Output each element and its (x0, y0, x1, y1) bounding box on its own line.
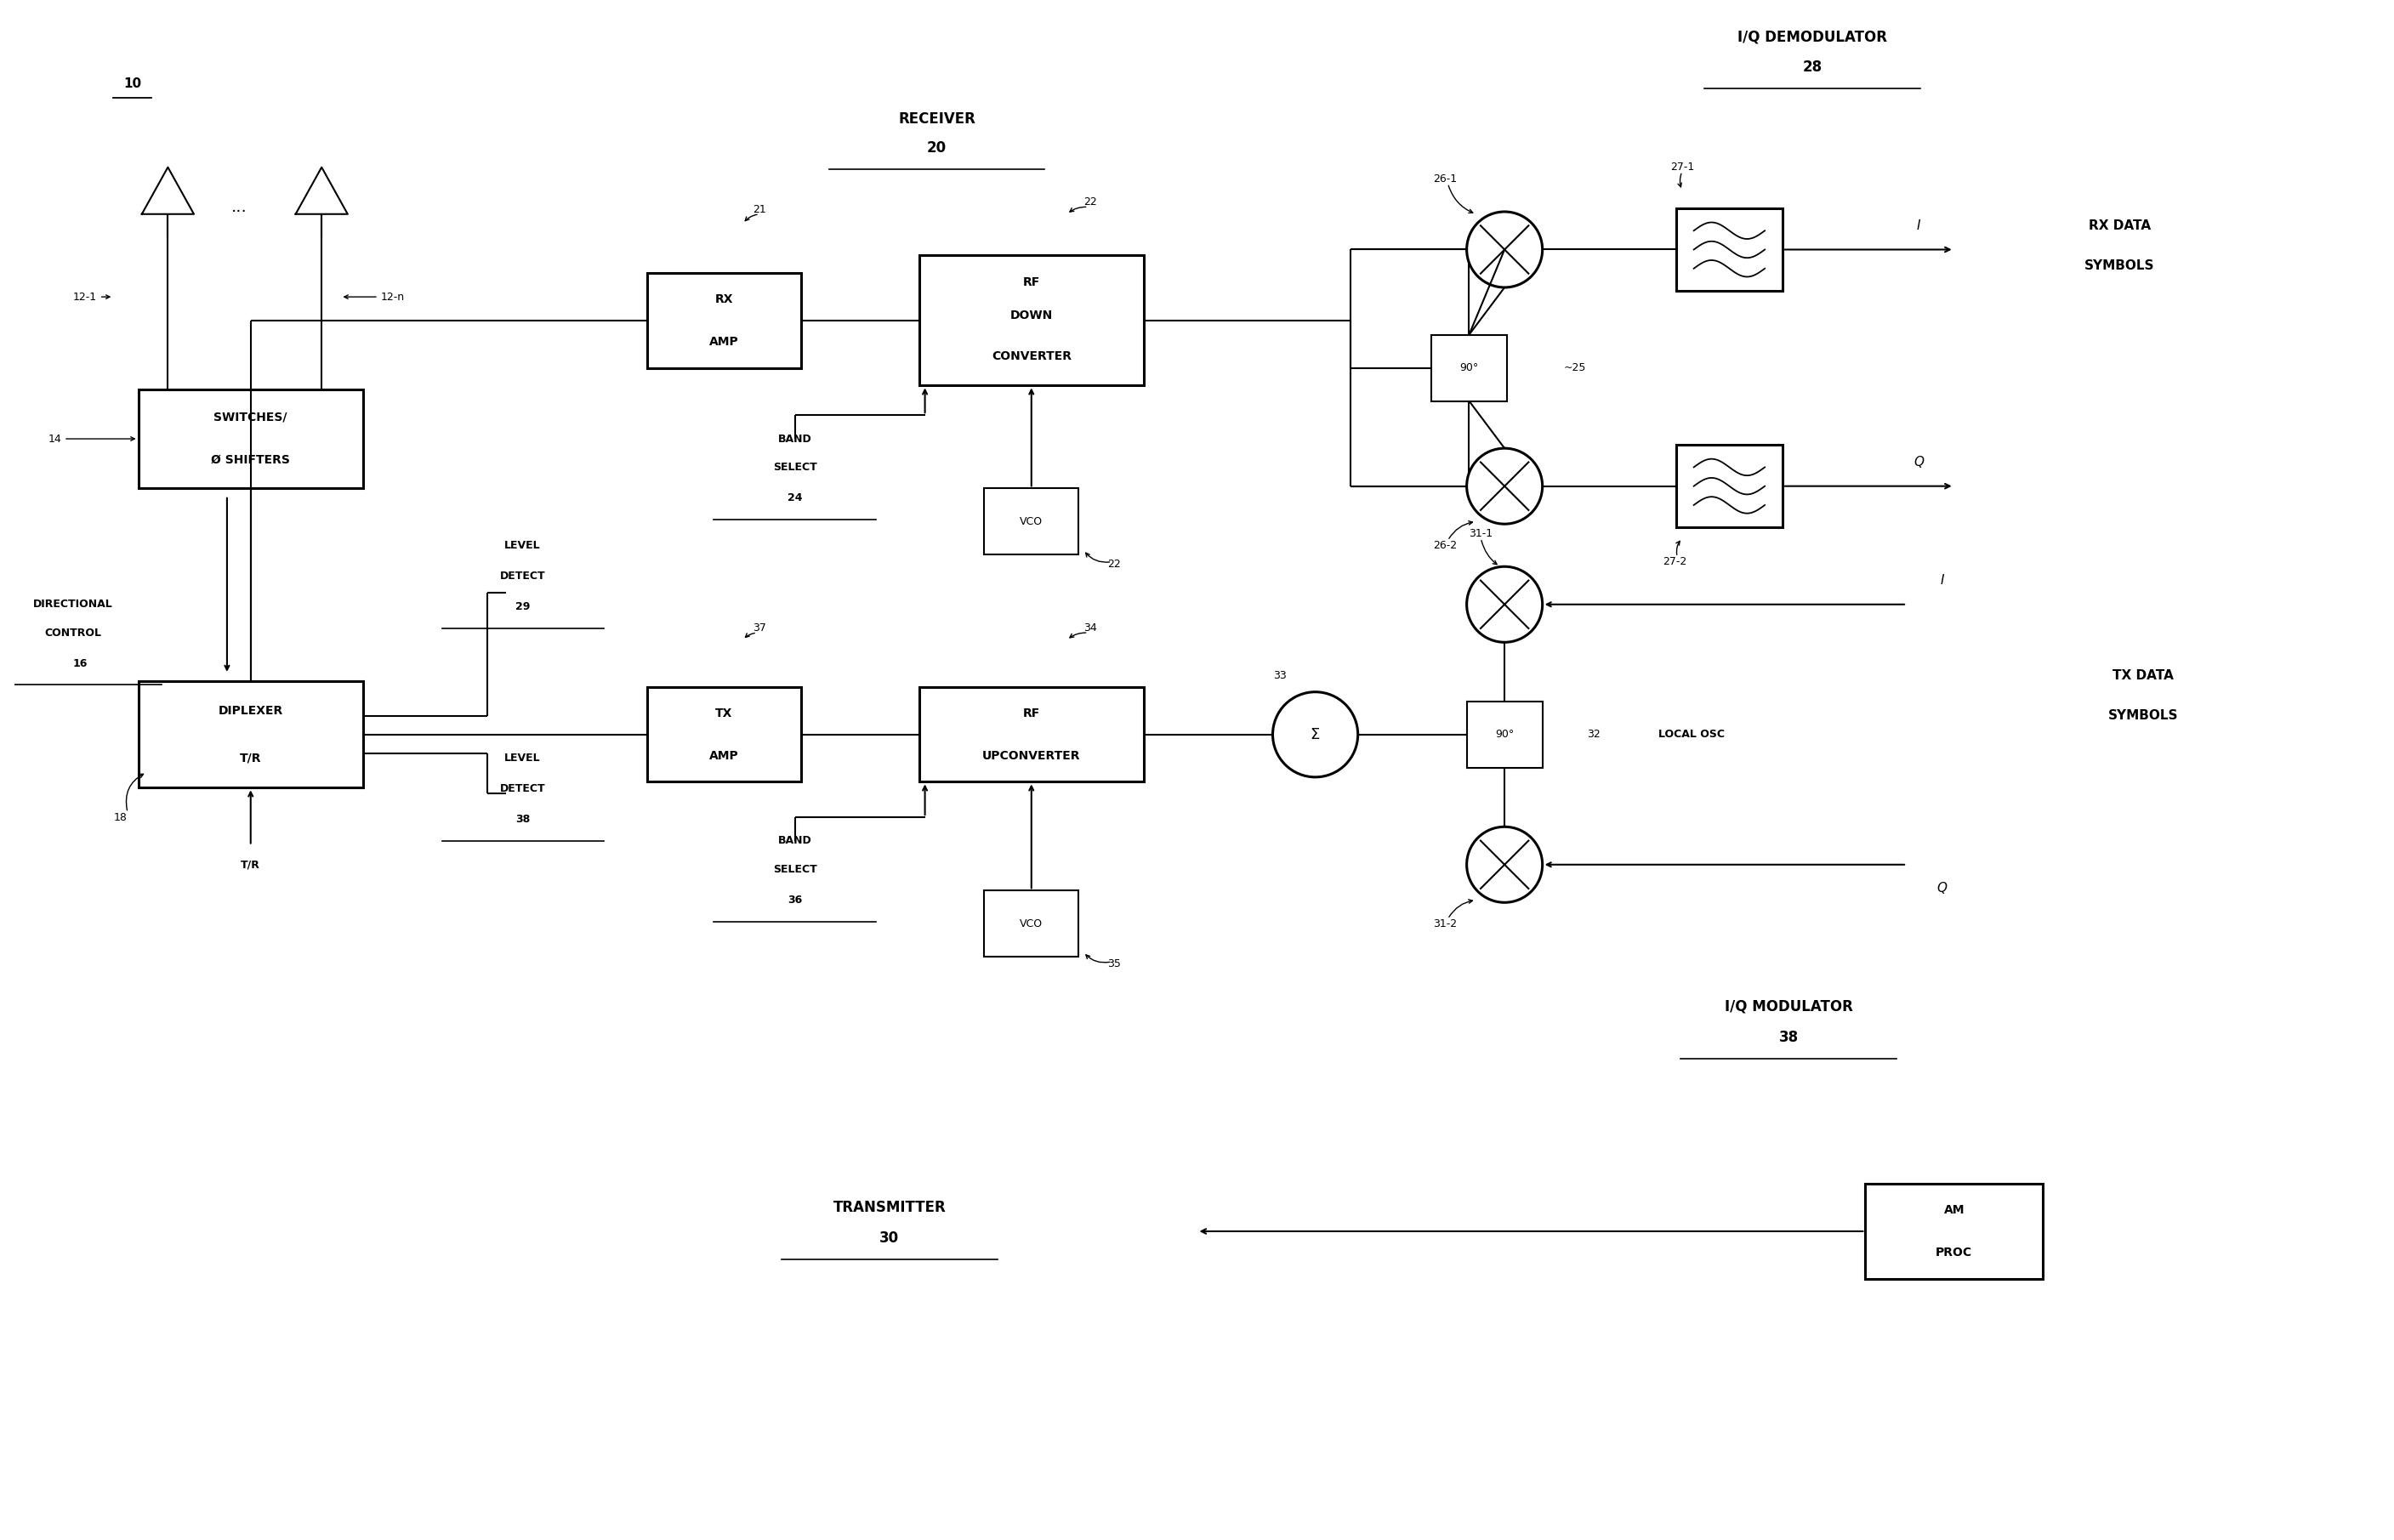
Text: UPCONVERTER: UPCONVERTER (982, 750, 1080, 762)
Text: 22: 22 (1108, 559, 1120, 570)
Bar (139, 681, 364, 788)
Text: 27-1: 27-1 (1671, 162, 1695, 172)
Text: 90°: 90° (1496, 728, 1513, 741)
Text: 26-2: 26-2 (1434, 539, 1458, 551)
Text: RF: RF (1022, 707, 1039, 719)
Text: DETECT: DETECT (500, 784, 546, 795)
Bar (984, 488, 1080, 554)
Text: Q: Q (1937, 882, 1946, 895)
Text: T/R: T/R (239, 752, 261, 764)
Text: 35: 35 (1108, 958, 1120, 970)
Text: 10: 10 (124, 77, 141, 91)
Text: SELECT: SELECT (773, 462, 816, 473)
Text: 20: 20 (926, 140, 946, 156)
Text: 29: 29 (515, 601, 529, 613)
Text: AMP: AMP (709, 750, 740, 762)
Text: TX: TX (716, 707, 733, 719)
Text: I: I (1918, 220, 1920, 233)
Text: T/R: T/R (242, 859, 261, 870)
Text: 24: 24 (788, 493, 802, 504)
Bar (1468, 701, 1542, 767)
Text: BAND: BAND (778, 433, 812, 445)
Text: 37: 37 (752, 622, 766, 633)
Text: VCO: VCO (1020, 918, 1044, 929)
Bar (1676, 445, 1784, 528)
Bar (1676, 208, 1784, 291)
Bar (646, 273, 800, 368)
Circle shape (1468, 567, 1542, 642)
Bar (1865, 1184, 2042, 1278)
Text: CONVERTER: CONVERTER (991, 350, 1073, 362)
Text: VCO: VCO (1020, 516, 1044, 527)
Text: 16: 16 (72, 658, 89, 668)
Text: PROC: PROC (1937, 1246, 1973, 1258)
Text: CONTROL: CONTROL (45, 627, 101, 638)
Text: 31-2: 31-2 (1434, 918, 1458, 929)
Text: LEVEL: LEVEL (505, 753, 541, 764)
Text: Ø SHIFTERS: Ø SHIFTERS (211, 454, 290, 467)
Text: I: I (1939, 574, 1944, 587)
Text: ~25: ~25 (1563, 362, 1587, 373)
Text: 36: 36 (788, 895, 802, 906)
Text: 31-1: 31-1 (1470, 528, 1494, 539)
Text: 12-n: 12-n (381, 291, 405, 302)
Text: 28: 28 (1803, 60, 1822, 75)
Bar (139, 390, 364, 488)
Text: I/Q DEMODULATOR: I/Q DEMODULATOR (1738, 29, 1886, 45)
Bar (984, 890, 1080, 956)
Circle shape (1468, 448, 1542, 524)
Text: RX: RX (716, 293, 733, 305)
Text: 32: 32 (1587, 728, 1602, 741)
Text: SYMBOLS: SYMBOLS (2109, 710, 2179, 722)
Text: AMP: AMP (709, 336, 740, 348)
Circle shape (1468, 827, 1542, 902)
Text: 26-1: 26-1 (1434, 172, 1458, 185)
Text: LEVEL: LEVEL (505, 539, 541, 551)
Text: RF: RF (1022, 277, 1039, 288)
Text: 38: 38 (1779, 1030, 1798, 1046)
Text: DIPLEXER: DIPLEXER (218, 705, 282, 716)
Text: 22: 22 (1084, 197, 1096, 208)
Text: AM: AM (1944, 1204, 1965, 1217)
Text: TRANSMITTER: TRANSMITTER (833, 1200, 946, 1215)
Bar (1432, 334, 1506, 400)
Text: SWITCHES/: SWITCHES/ (213, 411, 287, 424)
Text: SELECT: SELECT (773, 864, 816, 875)
Text: DOWN: DOWN (1010, 310, 1053, 322)
Text: 33: 33 (1274, 670, 1286, 681)
Text: 12-1: 12-1 (72, 291, 96, 302)
Text: $\Sigma$: $\Sigma$ (1310, 727, 1321, 742)
Text: DETECT: DETECT (500, 570, 546, 582)
Text: BAND: BAND (778, 835, 812, 847)
Text: TX DATA: TX DATA (2114, 668, 2174, 682)
Text: 27-2: 27-2 (1664, 556, 1688, 567)
Text: 90°: 90° (1460, 362, 1479, 373)
Bar (919, 687, 1144, 782)
Text: 38: 38 (515, 815, 529, 825)
Text: 34: 34 (1084, 622, 1096, 633)
Text: 30: 30 (879, 1230, 900, 1246)
Text: ...: ... (230, 199, 247, 216)
Text: 21: 21 (752, 203, 766, 216)
Text: LOCAL OSC: LOCAL OSC (1659, 728, 1724, 741)
Text: 18: 18 (115, 812, 127, 822)
Bar (646, 687, 800, 782)
Text: RX DATA: RX DATA (2088, 220, 2150, 233)
Text: Q: Q (1913, 456, 1925, 468)
Text: RECEIVER: RECEIVER (898, 112, 974, 128)
Text: I/Q MODULATOR: I/Q MODULATOR (1724, 999, 1853, 1015)
Bar (919, 256, 1144, 385)
Circle shape (1468, 211, 1542, 288)
Circle shape (1274, 691, 1357, 778)
Text: SYMBOLS: SYMBOLS (2085, 260, 2155, 273)
Text: DIRECTIONAL: DIRECTIONAL (34, 599, 113, 610)
Text: 14: 14 (48, 433, 62, 445)
